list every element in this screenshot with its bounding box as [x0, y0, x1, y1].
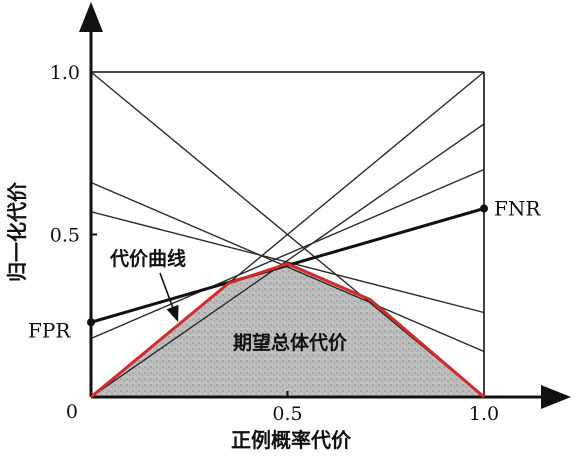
y-tick-label: 0.5: [50, 225, 80, 247]
cost-line: [90, 123, 485, 398]
y-tick-label: 1.0: [50, 62, 80, 84]
cost-curve-annotation: 代价曲线: [109, 247, 186, 270]
cost-line: [90, 181, 485, 353]
origin-label: 0: [66, 401, 78, 423]
fnr-label: FNR: [494, 197, 541, 221]
x-tick-label: 0.5: [272, 403, 302, 425]
expected-cost-area: [91, 263, 484, 397]
cost-line: [90, 168, 485, 340]
y-axis-title: 归一化代价: [5, 181, 29, 282]
fpr-label: FPR: [28, 318, 71, 342]
x-tick-label: 1.0: [469, 403, 499, 425]
expected-cost-annotation: 期望总体代价: [233, 331, 348, 354]
annotation-arrow: [159, 272, 179, 323]
lower-envelope-curve: [90, 262, 485, 399]
x-axis-title: 正例概率代价: [231, 428, 352, 452]
cost-line: [90, 211, 485, 314]
